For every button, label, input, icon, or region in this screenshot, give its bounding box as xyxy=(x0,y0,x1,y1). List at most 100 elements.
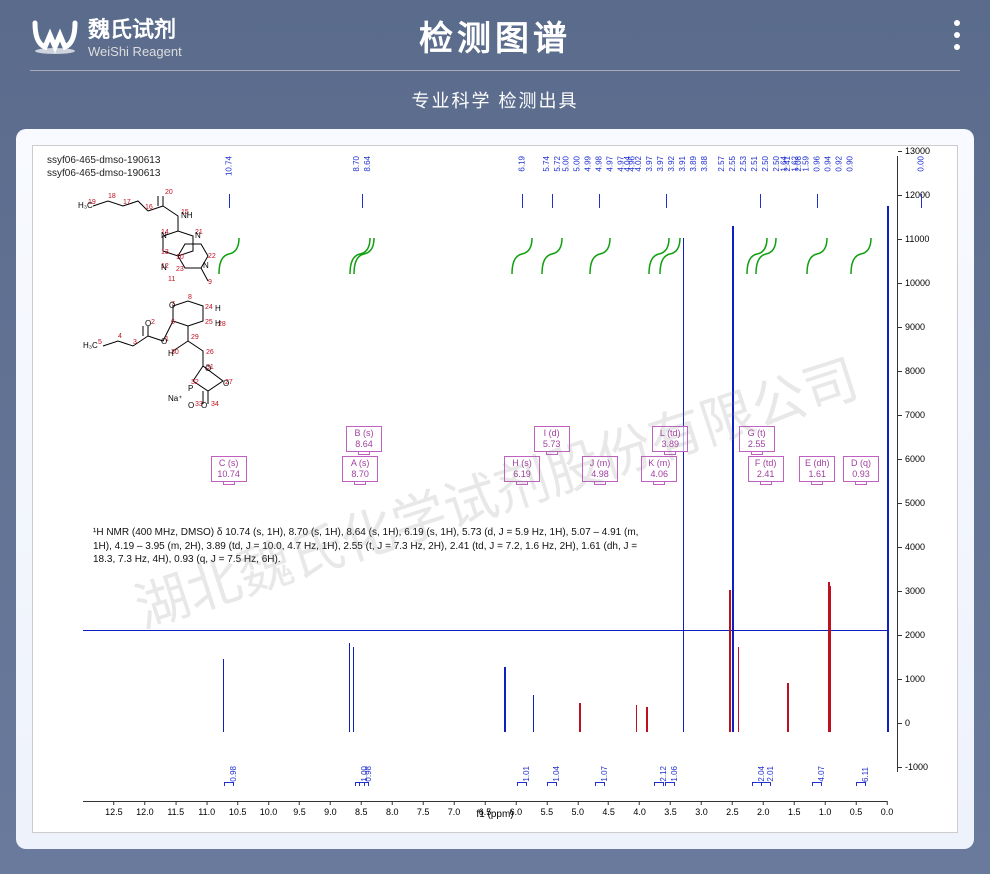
assignment-box: B (s)8.64 xyxy=(346,426,382,452)
integral-bracket xyxy=(654,782,664,786)
peak-connector xyxy=(522,194,523,208)
peak-label-group: 6.19 xyxy=(516,156,527,174)
x-tick: 2.0 xyxy=(757,801,770,817)
integral-curve xyxy=(805,236,829,276)
x-tick: 5.5 xyxy=(541,801,554,817)
x-tick: 10.5 xyxy=(229,801,247,817)
peak xyxy=(349,643,351,732)
peak xyxy=(353,647,355,732)
integral-value: 6.11 xyxy=(861,767,870,782)
integral-value: 2.12 xyxy=(659,766,668,782)
peak xyxy=(787,683,789,732)
integral-value: 2.04 xyxy=(757,766,766,782)
integral-bracket xyxy=(359,782,369,786)
peak-connector xyxy=(760,194,761,208)
y-tick: 8000 xyxy=(898,366,925,376)
peak xyxy=(504,667,506,732)
assignment-box: J (m)4.98 xyxy=(582,456,618,482)
sample-line1: ssyf06-465-dmso-190613 xyxy=(47,154,160,167)
peak xyxy=(223,659,225,732)
logo-icon xyxy=(30,15,80,55)
integral-bracket xyxy=(517,782,527,786)
integral-bracket xyxy=(665,782,675,786)
peak-connector xyxy=(552,194,553,208)
x-tick: 12.0 xyxy=(136,801,154,817)
peak xyxy=(729,590,731,732)
integral-value: 1.04 xyxy=(552,766,561,782)
assignment-box: L (td)3.89 xyxy=(652,426,688,452)
peak xyxy=(738,647,740,732)
subtitle: 专业科学 检测出具 xyxy=(0,87,990,113)
x-tick: 2.5 xyxy=(726,801,739,817)
menu-dots-icon[interactable] xyxy=(954,20,960,50)
peak-connector xyxy=(817,194,818,208)
integral-value: 4.07 xyxy=(817,766,826,782)
x-axis-label: f1 (ppm) xyxy=(476,809,513,820)
integral-bracket xyxy=(856,782,866,786)
integral-bracket xyxy=(547,782,557,786)
assignment-box: E (dh)1.61 xyxy=(799,456,835,482)
peak xyxy=(683,238,685,731)
divider xyxy=(30,70,960,71)
integral-bracket xyxy=(224,782,234,786)
svg-text:17: 17 xyxy=(123,199,131,206)
peak-connector xyxy=(229,194,230,208)
assignment-bracket xyxy=(855,481,867,485)
integral-value: 0.98 xyxy=(229,766,238,782)
peak-label-group: 10.74 xyxy=(223,156,234,178)
peak-connector xyxy=(666,194,667,208)
integral-curve xyxy=(352,236,376,276)
assignment-box: A (s)8.70 xyxy=(342,456,378,482)
x-tick: 4.5 xyxy=(602,801,615,817)
y-tick: 11000 xyxy=(898,234,929,244)
x-tick: 11.0 xyxy=(198,801,215,817)
x-tick: 0.0 xyxy=(881,801,894,817)
y-tick: 7000 xyxy=(898,410,925,420)
assignment-box: F (td)2.41 xyxy=(748,456,784,482)
y-tick: 3000 xyxy=(898,586,925,596)
integral-value: 0.98 xyxy=(364,766,373,782)
assignment-box: H (s)6.19 xyxy=(504,456,540,482)
peak-connector xyxy=(599,194,600,208)
peak-label-group: 1.641.621.590.960.940.920.90 xyxy=(779,156,856,174)
peak-connector xyxy=(362,194,363,208)
x-tick: 7.0 xyxy=(448,801,461,817)
y-tick: -1000 xyxy=(898,762,928,772)
assignment-bracket xyxy=(594,481,606,485)
peak-label-group: 4.044.023.973.973.923.913.893.88 xyxy=(622,156,710,174)
x-tick: 5.0 xyxy=(572,801,585,817)
assignment-bracket xyxy=(354,481,366,485)
assignment-box: C (s)10.74 xyxy=(211,456,247,482)
x-tick: 0.5 xyxy=(850,801,863,817)
integral-curve xyxy=(510,236,534,276)
x-tick: 1.5 xyxy=(788,801,801,817)
x-tick: 11.5 xyxy=(167,801,184,817)
assignment-bracket xyxy=(751,451,763,455)
logo: 魏氏试剂 WeiShi Reagent xyxy=(30,12,182,59)
header: 魏氏试剂 WeiShi Reagent 检测图谱 xyxy=(0,0,990,70)
integral-curve xyxy=(658,236,682,276)
y-tick: 2000 xyxy=(898,630,925,640)
integral-curve xyxy=(217,236,241,276)
assignment-bracket xyxy=(516,481,528,485)
integral-value: 1.06 xyxy=(670,766,679,782)
y-tick: 0 xyxy=(898,718,910,728)
logo-cn: 魏氏试剂 xyxy=(88,12,182,44)
peak xyxy=(732,226,734,731)
nmr-chart: 湖北魏氏化学试剂股份有限公司 ssyf06-465-dmso-190613 ss… xyxy=(32,145,958,833)
assignment-box: D (q)0.93 xyxy=(843,456,879,482)
svg-text:20: 20 xyxy=(165,189,173,196)
integral-bracket xyxy=(761,782,771,786)
baseline xyxy=(83,630,887,631)
peak xyxy=(533,695,535,731)
y-axis: 1300012000110001000090008000700060005000… xyxy=(897,156,947,772)
x-axis: 12.512.011.511.010.510.09.59.08.58.07.57… xyxy=(83,801,887,802)
y-tick: 5000 xyxy=(898,498,925,508)
x-tick: 8.5 xyxy=(355,801,368,817)
y-tick: 1000 xyxy=(898,674,925,684)
peak xyxy=(579,703,581,731)
peak-label-group: 0.00 xyxy=(916,156,927,174)
assignment-bracket xyxy=(653,481,665,485)
assignment-box: I (d)5.73 xyxy=(534,426,570,452)
x-tick: 3.5 xyxy=(664,801,677,817)
